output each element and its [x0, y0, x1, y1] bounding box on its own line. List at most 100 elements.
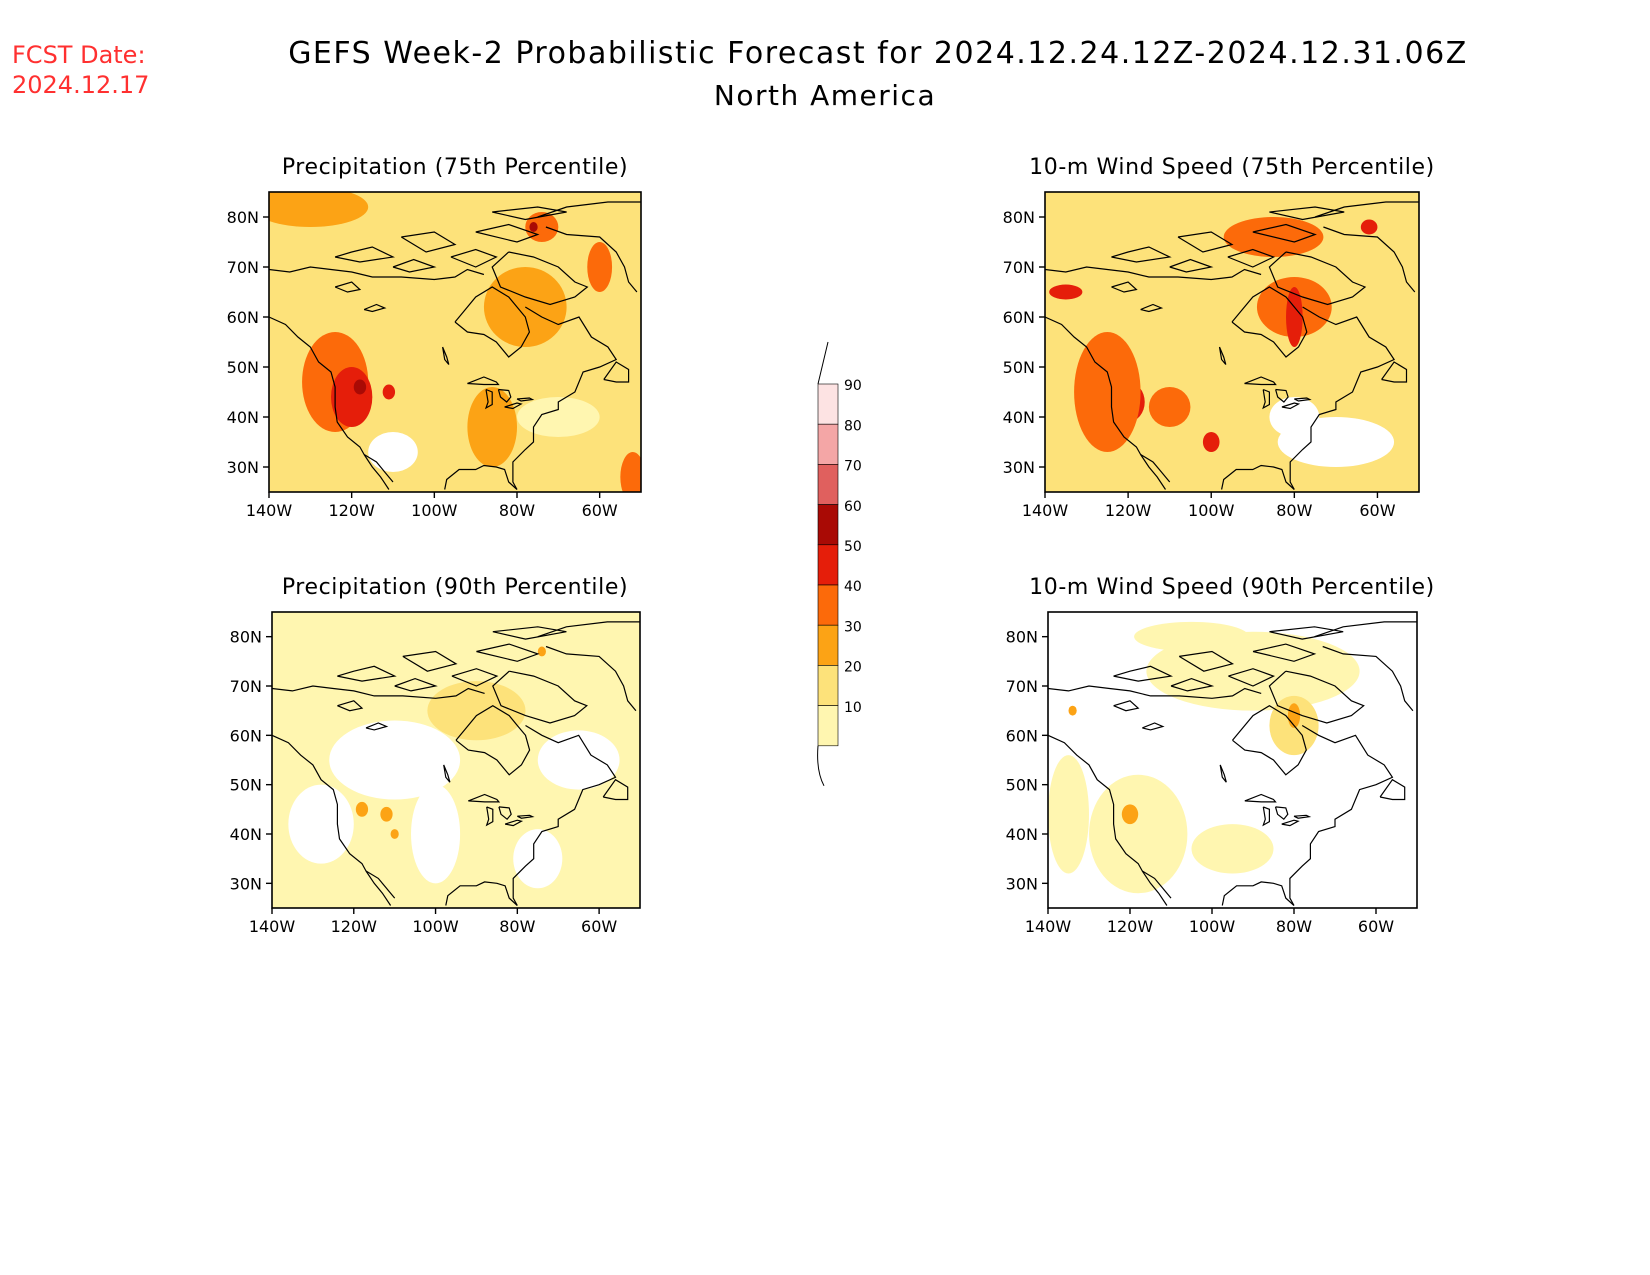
y-tick-label: 70N: [230, 677, 262, 696]
probability-shading: [269, 192, 369, 227]
probability-shading: [513, 829, 563, 889]
colorbar-label: 50: [844, 539, 862, 555]
coastline: [1111, 246, 1172, 263]
colorbar-segment: [817, 705, 839, 747]
x-tick-label: 60W: [1358, 917, 1394, 936]
colorbar-label: 60: [844, 499, 862, 515]
coastline: [512, 724, 617, 906]
probability-shading: [380, 806, 393, 822]
map-panel-precip-90: 140W 120W 100W 80W 60W 80N 70N 60N 50N 40N 30N: [230, 611, 641, 936]
probability-shading: [1287, 703, 1301, 728]
probability-shading: [1068, 705, 1077, 716]
coastline: [1169, 258, 1214, 273]
coastline: [1275, 388, 1289, 403]
coastline: [504, 402, 523, 410]
coastline: [1252, 643, 1317, 662]
probability-shading: [537, 646, 546, 657]
y-tick-label: 50N: [227, 358, 259, 377]
colorbar-segment: [817, 624, 839, 666]
coastline: [602, 778, 629, 801]
y-tick-label: 70N: [1003, 258, 1035, 277]
coastline: [1269, 626, 1344, 640]
x-tick-label: 100W: [412, 917, 459, 936]
coastline: [484, 388, 493, 410]
coastline: [1268, 670, 1365, 724]
coastline: [365, 722, 389, 731]
coastline: [363, 303, 387, 313]
coastline: [1281, 819, 1300, 827]
colorbar-segment: [817, 504, 839, 546]
probability-shading: [382, 384, 396, 400]
coastline: [1289, 724, 1394, 906]
coastline: [476, 643, 540, 662]
coastline: [498, 806, 512, 821]
coastline: [1252, 223, 1317, 243]
panel-title-precip-90: Precipitation (90th Percentile): [282, 575, 628, 600]
x-tick-label: 80W: [499, 917, 535, 936]
colorbar-segment: [817, 423, 839, 465]
y-tick-label: 30N: [230, 874, 262, 893]
coastline: [491, 251, 589, 306]
colorbar-label: 10: [844, 700, 862, 716]
coastline: [1221, 464, 1295, 490]
coastline: [1219, 764, 1227, 783]
coastline: [1314, 201, 1419, 218]
y-tick-label: 70N: [1006, 677, 1038, 696]
coastline: [400, 231, 457, 253]
coastline: [272, 734, 396, 899]
coastline: [492, 670, 588, 724]
y-tick-label: 30N: [1006, 874, 1038, 893]
x-tick-label: 120W: [1105, 501, 1152, 520]
probability-shading: [1134, 621, 1249, 652]
coastline: [516, 397, 535, 402]
probability-shading: [1048, 755, 1089, 874]
colorbar-label: 90: [844, 378, 862, 394]
probability-shading: [1121, 804, 1139, 825]
y-tick-label: 80N: [230, 628, 262, 647]
probability-shading: [411, 784, 461, 884]
y-tick-label: 50N: [1003, 358, 1035, 377]
probability-shading: [329, 720, 461, 800]
y-tick-label: 40N: [1006, 825, 1038, 844]
colorbar-segment: [817, 383, 839, 425]
coastline: [272, 685, 485, 699]
colorbar-label: 80: [844, 418, 862, 434]
coastline: [545, 645, 637, 712]
probability-shading: [427, 681, 526, 741]
coastline: [337, 700, 364, 712]
coastline: [402, 650, 458, 672]
coastline: [1228, 668, 1276, 687]
probability-shading: [1074, 332, 1141, 452]
probability-shading: [620, 452, 641, 492]
coastline: [1178, 650, 1235, 672]
fcst-date-label: FCST Date:: [12, 41, 146, 69]
coastline: [445, 881, 518, 906]
figure-subtitle: North America: [714, 79, 936, 112]
x-tick-label: 140W: [1025, 917, 1072, 936]
probability-shading: [1360, 219, 1378, 235]
x-tick-label: 120W: [331, 917, 378, 936]
x-tick-label: 100W: [1188, 501, 1235, 520]
colorbar-upper-extension: [817, 341, 829, 385]
coastline: [1231, 286, 1308, 358]
x-tick-label: 60W: [581, 917, 617, 936]
x-tick-label: 120W: [1107, 917, 1154, 936]
y-tick-label: 80N: [1003, 208, 1035, 227]
coastline: [1381, 361, 1408, 383]
probability-shading: [483, 267, 567, 347]
coastline: [443, 764, 451, 783]
map-frame: [1044, 191, 1420, 493]
coastline: [455, 704, 531, 776]
coastline: [394, 677, 438, 692]
colorbar-label: 40: [844, 579, 862, 595]
probability-shading: [587, 242, 613, 292]
colorbar-segment: [817, 544, 839, 586]
coastline: [1269, 206, 1345, 221]
coastline: [1262, 388, 1270, 410]
coastline: [1294, 397, 1312, 402]
colorbar-label: 70: [844, 459, 862, 475]
coastline: [1293, 814, 1312, 819]
coastline: [269, 316, 394, 483]
probability-shading: [368, 432, 418, 472]
coastline: [1111, 281, 1138, 293]
